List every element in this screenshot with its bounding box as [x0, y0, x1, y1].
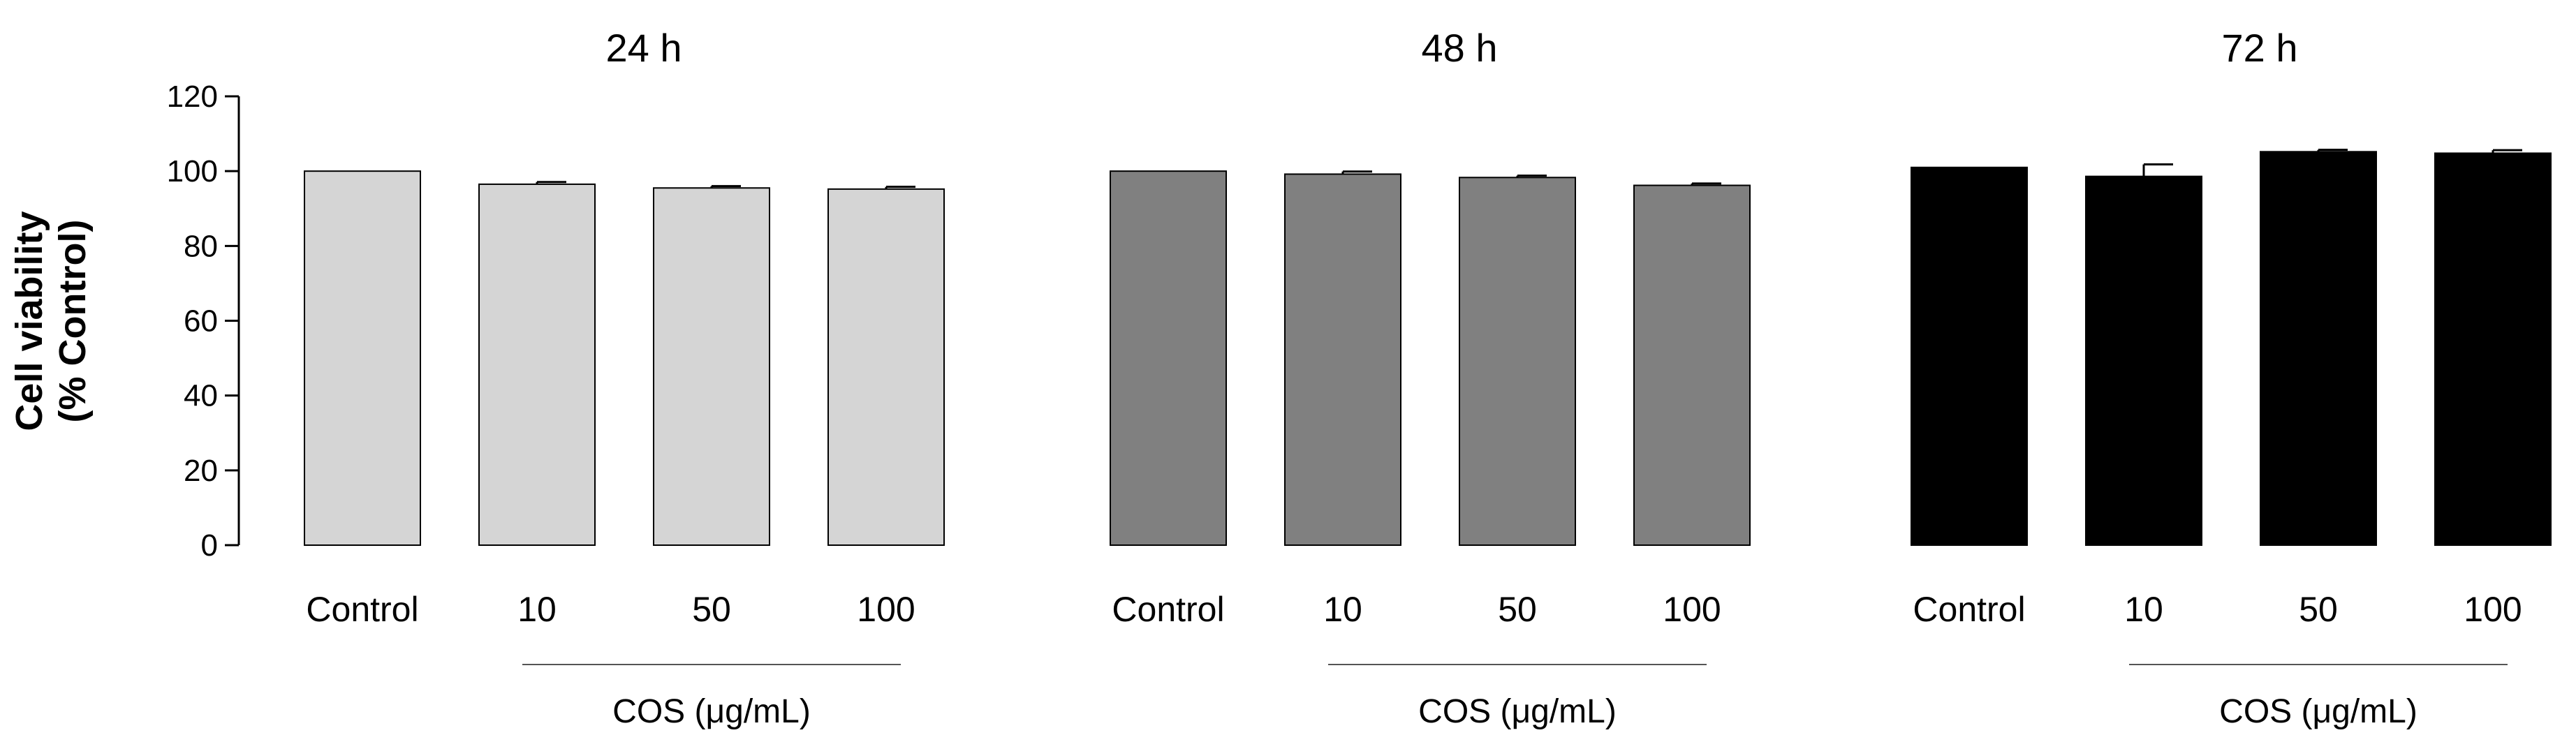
group-label: COS (μg/mL): [2219, 693, 2417, 730]
y-tick-label: 60: [184, 304, 218, 339]
panel-72h: 72 h Control 10 50 100 COS (μg/mL): [1911, 26, 2552, 730]
bar-50: [2260, 151, 2377, 546]
bar-10: [2085, 175, 2202, 546]
x-tick-label: 100: [1663, 590, 1721, 629]
panel-title: 24 h: [606, 26, 682, 70]
y-tick-label: 80: [184, 229, 218, 263]
x-tick-label: 50: [2299, 590, 2338, 629]
bar-50: [653, 187, 770, 546]
y-tick-label: 0: [201, 528, 218, 563]
x-tick-label: 100: [857, 590, 915, 629]
x-tick-label: Control: [306, 590, 418, 629]
x-tick-label: 50: [692, 590, 731, 629]
panel-title: 48 h: [1422, 26, 1498, 70]
x-tick-label: 10: [2124, 590, 2163, 629]
bar-100: [827, 188, 945, 546]
panel-48h: 48 h Control 10 50 100 COS (μg/mL): [1110, 26, 1751, 730]
y-axis-label-line1: Cell viability: [8, 211, 50, 431]
x-tick-label: Control: [1913, 590, 2025, 629]
bar-10: [478, 183, 596, 546]
panel-24h: 24 h Control 10 50 100 COS (μg/mL): [304, 26, 945, 730]
y-tick-label: 120: [167, 80, 218, 114]
panel-title: 72 h: [2222, 26, 2298, 70]
bar-100: [1633, 184, 1751, 546]
x-tick-label: 10: [517, 590, 557, 629]
y-tick-label: 100: [167, 154, 218, 188]
group-label: COS (μg/mL): [612, 693, 811, 730]
group-label: COS (μg/mL): [1418, 693, 1617, 730]
bar-control: [1110, 170, 1227, 546]
bar-control: [304, 170, 421, 546]
y-tick-label: 40: [184, 379, 218, 413]
bar-control: [1911, 166, 2028, 546]
bar-50: [1459, 177, 1576, 547]
y-axis-label-line2: (% Control): [52, 220, 94, 423]
x-tick-label: 100: [2464, 590, 2522, 629]
y-axis-label: Cell viability (% Control): [8, 211, 94, 431]
x-tick-label: 50: [1498, 590, 1537, 629]
bar-10: [1284, 173, 1401, 547]
bar-100: [2434, 152, 2552, 547]
x-tick-label: Control: [1112, 590, 1224, 629]
y-axis: 0 20 40 60 80 100 120: [167, 80, 240, 563]
y-tick-label: 20: [184, 454, 218, 488]
x-tick-label: 10: [1323, 590, 1362, 629]
